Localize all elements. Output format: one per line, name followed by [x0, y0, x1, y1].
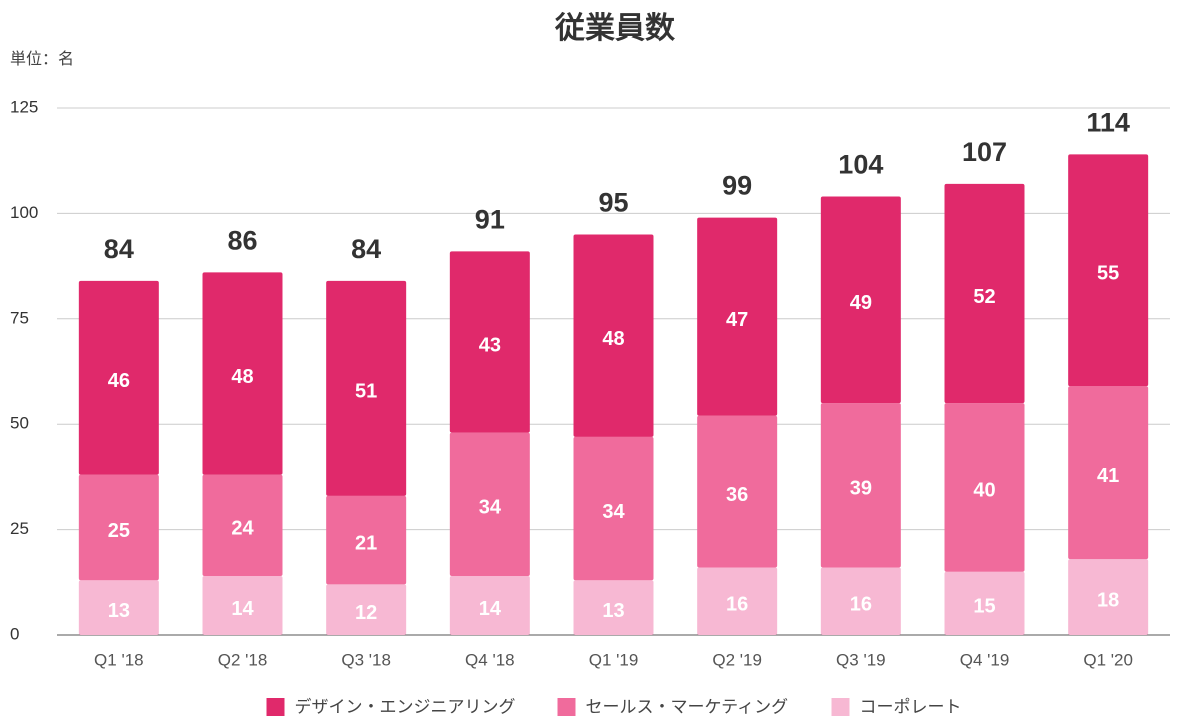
y-tick-label: 0 [10, 624, 19, 643]
bar-segment [449, 251, 530, 433]
x-tick-label: Q2 '18 [218, 650, 268, 669]
x-tick-label: Q4 '19 [960, 650, 1010, 669]
total-label: 99 [722, 171, 752, 201]
bar-segment [697, 217, 778, 416]
total-label: 95 [598, 188, 628, 218]
bar-segment [573, 234, 654, 437]
segment-label: 24 [231, 518, 254, 540]
legend-label: デザイン・エンジニアリング [295, 696, 516, 716]
bar-segment [820, 196, 901, 404]
y-tick-label: 25 [10, 519, 29, 538]
segment-label: 48 [231, 366, 253, 388]
bar-segment [944, 571, 1025, 635]
segment-label: 34 [602, 501, 625, 523]
legend-label: セールス・マーケティング [586, 697, 789, 716]
x-tick-label: Q4 '18 [465, 650, 515, 669]
bar-segment [326, 495, 407, 585]
total-label: 104 [838, 150, 883, 180]
bar-segment [449, 575, 530, 635]
x-tick-label: Q1 '20 [1083, 650, 1133, 669]
bar-segment [820, 403, 901, 568]
bar-segment [202, 474, 283, 576]
legend-swatch [831, 698, 850, 716]
x-tick-label: Q1 '18 [94, 650, 144, 669]
total-label: 91 [475, 204, 505, 234]
bar-segment [78, 280, 159, 475]
x-tick-label: Q2 '19 [712, 650, 762, 669]
segment-label: 39 [850, 478, 872, 500]
bar-segment [326, 584, 407, 635]
x-tick-label: Q1 '19 [589, 650, 639, 669]
segment-label: 25 [108, 520, 130, 542]
bar-segment [573, 436, 654, 581]
y-tick-label: 75 [10, 308, 29, 327]
y-tick-label: 100 [10, 203, 38, 222]
segment-label: 18 [1097, 589, 1119, 611]
bar-segment [697, 567, 778, 635]
legend-label: コーポレート [860, 697, 962, 716]
bar-segment [326, 280, 407, 496]
bar-segment [449, 432, 530, 576]
segment-label: 36 [726, 484, 748, 506]
bar-segment [1068, 559, 1149, 635]
segment-label: 55 [1097, 263, 1119, 285]
legend-swatch [266, 698, 285, 716]
segment-label: 16 [850, 594, 872, 616]
chart-title: 従業員数 [554, 12, 676, 45]
segment-label: 40 [973, 480, 995, 502]
bar-segment [202, 575, 283, 635]
bar-segment [820, 567, 901, 635]
bar-segment [78, 474, 159, 581]
segment-label: 41 [1097, 465, 1119, 487]
segment-label: 51 [355, 381, 377, 403]
segment-label: 48 [602, 328, 624, 350]
bar-segment [697, 415, 778, 568]
x-tick-label: Q3 '18 [341, 650, 391, 669]
bar-segment [78, 580, 159, 635]
segment-label: 12 [355, 602, 377, 624]
legend-swatch [557, 698, 576, 716]
segment-label: 15 [973, 596, 995, 618]
segment-label: 14 [231, 598, 254, 620]
total-label: 86 [227, 226, 257, 256]
total-label: 84 [104, 234, 134, 264]
segment-label: 52 [973, 286, 995, 308]
x-tick-label: Q3 '19 [836, 650, 886, 669]
bar-segment [202, 272, 283, 475]
segment-label: 46 [108, 370, 130, 392]
unit-label: 単位：名 [10, 50, 74, 68]
segment-label: 13 [602, 600, 624, 622]
bar-segment [944, 403, 1025, 572]
bar-segment [573, 580, 654, 635]
y-tick-label: 50 [10, 414, 29, 433]
segment-label: 21 [355, 532, 377, 554]
bar-segment [944, 183, 1025, 404]
y-tick-label: 125 [10, 97, 38, 116]
segment-label: 49 [850, 292, 872, 314]
bar-segment [1068, 386, 1149, 560]
segment-label: 13 [108, 600, 130, 622]
segment-label: 34 [479, 497, 502, 519]
bar-segment [1068, 154, 1149, 387]
segment-label: 16 [726, 594, 748, 616]
segment-label: 14 [479, 598, 502, 620]
total-label: 84 [351, 234, 381, 264]
total-label: 107 [962, 137, 1007, 167]
segment-label: 47 [726, 309, 748, 331]
total-label: 114 [1086, 108, 1130, 138]
segment-label: 43 [479, 334, 501, 356]
